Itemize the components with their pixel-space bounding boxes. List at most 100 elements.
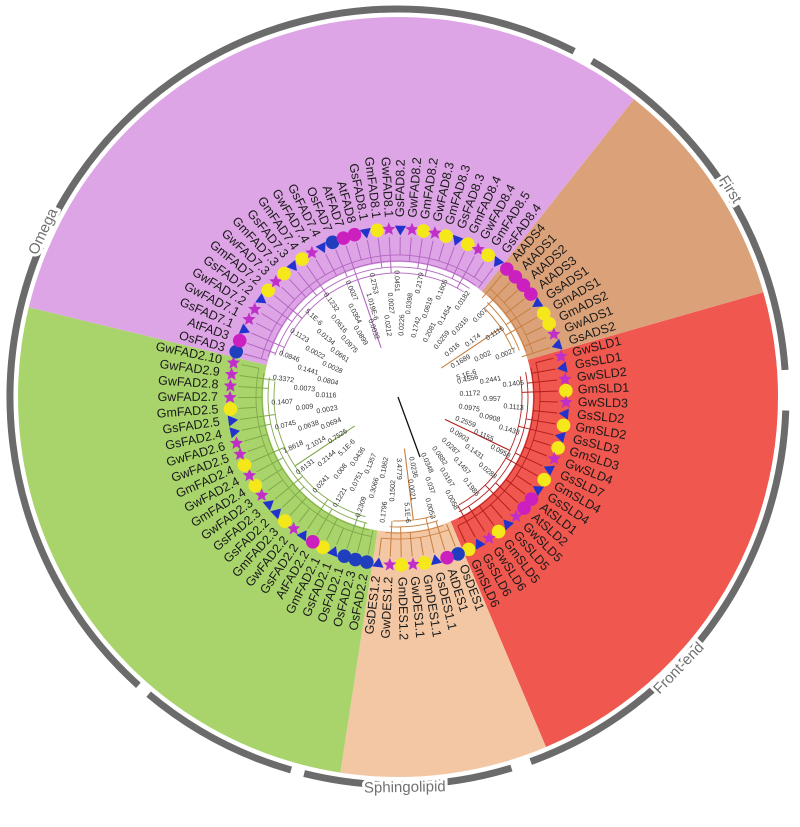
clade-arc bbox=[267, 377, 368, 524]
tip-branch bbox=[289, 497, 307, 516]
branch-length-label: 0.0032 bbox=[366, 318, 380, 341]
branch-length-label: 0.0751 bbox=[349, 470, 365, 492]
branch-length-label: 0.0212 bbox=[382, 315, 392, 337]
branch-length-label: 0.0028 bbox=[321, 360, 343, 375]
star-marker-icon bbox=[233, 447, 247, 461]
branch-length-label: 0.1454 bbox=[437, 305, 454, 327]
branch-length-label: 0.0661 bbox=[329, 346, 351, 364]
outer-ring-first bbox=[590, 57, 789, 371]
tip-branch bbox=[315, 259, 326, 276]
tip-branch bbox=[523, 336, 547, 347]
tip-branch bbox=[247, 342, 276, 354]
branch-length-label: 0.0182 bbox=[454, 290, 472, 312]
clade-arc bbox=[486, 302, 520, 351]
tip-branch bbox=[243, 353, 268, 361]
tip-branch bbox=[533, 410, 558, 414]
tip-branch bbox=[289, 279, 307, 298]
star-marker-icon bbox=[223, 378, 238, 392]
tip-branch bbox=[478, 267, 494, 288]
circle-yellow-marker-icon bbox=[556, 418, 571, 433]
circle-yellow-marker-icon bbox=[551, 441, 565, 455]
triangle-marker-icon bbox=[372, 557, 384, 568]
clade-arc bbox=[255, 368, 372, 537]
clade-stem bbox=[357, 279, 382, 349]
branch-length-label: 0.0027 bbox=[386, 292, 395, 314]
tip-branch bbox=[244, 434, 268, 442]
star-marker-icon bbox=[248, 302, 262, 315]
branch-length-label: 0.0616 bbox=[329, 314, 348, 335]
branch-length-label: 0.1357 bbox=[364, 452, 379, 475]
branch-length-label: 1.8618 bbox=[282, 440, 304, 456]
branch-length-label: 0.1502 bbox=[389, 480, 397, 502]
star-marker-icon bbox=[223, 390, 237, 404]
star-marker-icon bbox=[255, 488, 269, 501]
leaf-label: GwFAD8.2 bbox=[405, 157, 424, 218]
tip-branch bbox=[336, 527, 344, 545]
outer-ring-layer bbox=[6, 5, 790, 789]
circle-magenta-marker-icon bbox=[440, 550, 454, 565]
tip-branch bbox=[297, 271, 318, 296]
circle-magenta-marker-icon bbox=[232, 333, 247, 348]
tip-branch bbox=[417, 238, 423, 269]
branch-length-label: 0.007 bbox=[472, 307, 489, 324]
circle-blue-marker-icon bbox=[325, 235, 340, 250]
triangle-marker-icon bbox=[503, 519, 514, 531]
clade-arc bbox=[261, 372, 370, 531]
branch-length-label: 0.0398 bbox=[405, 293, 415, 315]
star-marker-icon bbox=[471, 242, 485, 256]
branch-length-label: 0.0694 bbox=[320, 417, 343, 431]
branch-length-label: 5.1E-6 bbox=[402, 502, 411, 523]
branch-length-label: 0.0638 bbox=[297, 420, 320, 433]
branch-length-label: 0.1689 bbox=[450, 354, 472, 371]
branch-length-label: 0.1441 bbox=[297, 364, 320, 377]
branch-length-label: 0.3372 bbox=[272, 374, 294, 384]
branch-length-label: 0.957 bbox=[483, 396, 501, 403]
tip-branch bbox=[366, 239, 373, 264]
branch-length-label: 0.1862 bbox=[379, 457, 390, 479]
branch-length-label: 0.1221 bbox=[332, 487, 349, 509]
leaf-label: GwSLD3 bbox=[578, 395, 628, 411]
star-marker-icon bbox=[229, 436, 244, 449]
tip-branch bbox=[527, 379, 558, 384]
triangle-marker-icon bbox=[493, 255, 505, 268]
branch-length-label: 0.0882 bbox=[430, 445, 448, 467]
tip-branch bbox=[335, 249, 348, 278]
clade-arc bbox=[281, 272, 464, 355]
star-marker-icon bbox=[547, 327, 561, 340]
branch-length-label: 0.1457 bbox=[452, 456, 472, 477]
circle-yellow-marker-icon bbox=[316, 540, 330, 555]
tip-branch bbox=[445, 247, 455, 270]
tip-branch bbox=[325, 254, 337, 276]
star-marker-icon bbox=[269, 274, 283, 288]
triangle-marker-icon bbox=[238, 323, 250, 334]
circle-yellow-marker-icon bbox=[559, 383, 573, 398]
branch-length-label: 0.0236 bbox=[407, 456, 418, 479]
branch-length-label: 0.0619 bbox=[421, 297, 434, 320]
star-marker-icon bbox=[559, 395, 573, 408]
circle-yellow-marker-icon bbox=[295, 252, 309, 266]
tip-branch bbox=[241, 423, 271, 431]
branch-length-label: 2.1014 bbox=[305, 435, 327, 452]
branch-length-label: 0.0073 bbox=[293, 385, 315, 394]
tip-branch bbox=[531, 368, 556, 374]
clade-arc bbox=[260, 254, 483, 359]
tip-branch bbox=[473, 261, 485, 278]
branch-length-label: 0.7526 bbox=[327, 428, 349, 446]
circle-yellow-marker-icon bbox=[537, 472, 552, 487]
triangle-marker-icon bbox=[543, 465, 555, 476]
tip-branch bbox=[409, 532, 413, 557]
branch-length-label: 0.0316 bbox=[451, 316, 470, 337]
branch-length-label: 0.0023 bbox=[316, 405, 338, 416]
clade-arc bbox=[274, 266, 470, 356]
tip-branch bbox=[505, 298, 525, 315]
outer-ring-omega bbox=[6, 5, 576, 688]
star-marker-icon bbox=[242, 312, 256, 326]
tip-branch bbox=[419, 537, 424, 556]
branch-length-label: 0.0436 bbox=[349, 446, 367, 468]
branch-length-label: 0.0226 bbox=[398, 314, 406, 336]
outer-ring-sphingolipid bbox=[303, 764, 513, 789]
star-marker-icon bbox=[226, 355, 241, 369]
circle-magenta-marker-icon bbox=[524, 287, 538, 301]
star-marker-icon bbox=[406, 557, 420, 570]
